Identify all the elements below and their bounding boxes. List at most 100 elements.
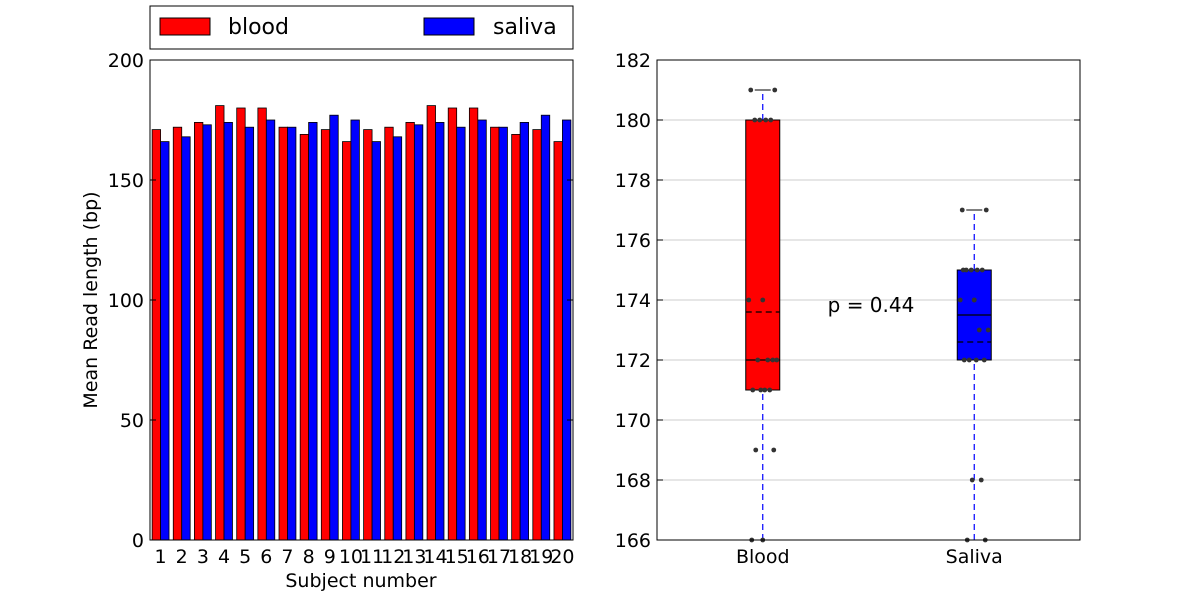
bar-blood-19 [532,129,542,541]
point-blood [757,117,763,123]
bar-saliva-12 [392,136,403,541]
point-saliva [983,207,989,213]
bar-blood-11 [363,129,373,541]
point-blood [768,117,774,123]
point-saliva [968,267,974,273]
point-saliva [973,357,979,363]
bar-saliva-19 [540,114,551,541]
point-blood [753,447,759,453]
bar-plot-frame [149,59,574,541]
bar-x-tick-label: 11 [360,546,384,568]
bar-x-tick-label: 17 [487,546,511,568]
point-blood [748,87,754,93]
point-saliva [971,297,977,303]
box-y-tick-label: 180 [615,110,651,132]
bar-saliva-11 [371,141,381,541]
box-x-tick-label-blood: Blood [736,546,790,568]
box-y-tick-label: 170 [615,410,651,432]
bar-saliva-17 [498,126,508,541]
bar-blood-12 [384,126,394,541]
box-y-tick-label: 176 [615,230,651,252]
point-blood [765,357,771,363]
point-blood [760,297,766,303]
bar-saliva-2 [181,136,191,541]
point-blood [767,387,773,393]
box-y-tick-label: 166 [615,530,651,552]
bar-x-tick-label: 5 [239,546,251,568]
bar-x-tick-label: 18 [508,546,532,568]
legend: blood saliva [149,5,574,50]
point-saliva [961,357,967,363]
bar-saliva-14 [435,122,445,541]
bar-blood-8 [299,133,310,541]
bar-x-tick-label: 13 [402,546,426,568]
point-blood [746,297,752,303]
bar-x-tick-label: 7 [281,546,293,568]
bar-blood-15 [447,107,458,541]
bar-x-tick-label: 15 [445,546,469,568]
bar-saliva-3 [202,124,212,541]
point-saliva [966,357,972,363]
bar-x-tick-label: 3 [197,546,209,568]
point-blood [750,387,756,393]
legend-swatch-saliva [423,17,475,36]
bar-saliva-18 [519,122,529,541]
bar-x-tick-label: 16 [466,546,490,568]
bar-blood-20 [553,141,563,541]
bar-saliva-4 [223,122,233,541]
box-y-tick-label: 174 [615,290,651,312]
point-blood [770,357,776,363]
bar-x-tick-label: 6 [260,546,272,568]
point-saliva [981,357,987,363]
bar-saliva-10 [350,119,360,541]
bar-blood-4 [215,105,225,541]
bar-blood-5 [236,107,246,541]
point-saliva [960,267,966,273]
bar-x-axis-label: Subject number [285,570,436,592]
point-blood [758,387,764,393]
legend-box [149,5,574,50]
bar-y-ticks: 0 50 100 150 200 [108,50,573,552]
point-saliva [957,297,963,303]
box-blood [745,119,781,391]
point-blood [774,357,780,363]
point-saliva [979,267,985,273]
bar-x-tick-label: 9 [324,546,336,568]
bar-y-tick-label: 50 [120,410,144,432]
bar-x-tick-label: 14 [423,546,447,568]
bar-saliva-16 [477,119,487,541]
bar-y-tick-label: 100 [108,290,144,312]
point-blood [771,447,777,453]
bar-y-tick-label: 150 [108,170,144,192]
bar-blood-9 [320,129,331,541]
point-blood [763,117,769,123]
bar-saliva-15 [456,126,466,541]
bar-saliva-5 [244,126,255,541]
bar-x-tick-label: 19 [529,546,553,568]
bar-blood-16 [468,107,479,541]
bar-blood-2 [172,126,183,541]
bar-saliva-8 [308,122,318,541]
bar-x-tick-label: 20 [550,546,574,568]
bar-blood-13 [405,122,415,541]
bar-x-tick-label: 12 [381,546,405,568]
bar-blood-17 [490,126,500,541]
box-marks [745,87,992,543]
bar-saliva-6 [265,119,276,541]
box-y-tick-label: 172 [615,350,651,372]
legend-label-blood: blood [228,15,289,40]
p-value-annotation: p = 0.44 [828,293,915,317]
point-saliva [959,207,965,213]
point-saliva [976,327,982,333]
bar-blood-14 [426,105,436,541]
point-blood [755,357,761,363]
bar-blood-18 [511,133,521,541]
bar-blood-3 [194,122,204,541]
box-x-tick-label-saliva: Saliva [946,546,1003,568]
bar-x-tick-label: 4 [218,546,230,568]
bar-y-tick-label: 200 [108,50,144,72]
